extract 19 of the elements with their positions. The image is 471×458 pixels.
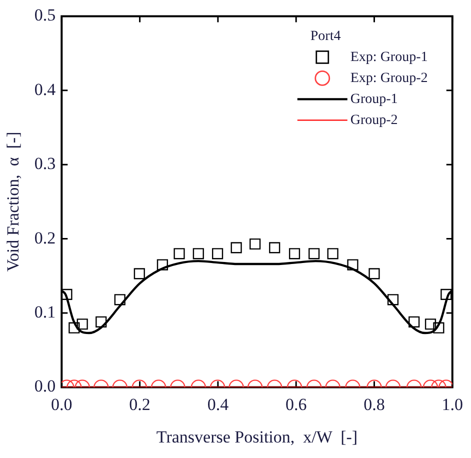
y-tick-label: 0.2 — [34, 228, 56, 248]
y-axis-title: Void Fraction, α [-] — [4, 132, 23, 272]
y-tick-label: 0.1 — [34, 302, 56, 322]
y-tick-label: 0.3 — [34, 154, 56, 174]
x-axis-title: Transverse Position, x/W [-] — [156, 427, 358, 446]
y-tick-label: 0.4 — [34, 80, 56, 99]
y-tick-label: 0.5 — [34, 6, 56, 25]
legend-label: Exp: Group-2 — [350, 70, 428, 86]
y-tick-label: 0.0 — [34, 376, 56, 396]
legend-label: Exp: Group-1 — [350, 50, 428, 65]
legend-title: Port4 — [310, 28, 341, 44]
x-tick-label: 0.2 — [129, 394, 150, 414]
x-tick-label: 0.6 — [285, 394, 307, 414]
x-tick-label: 0.4 — [207, 394, 230, 414]
x-tick-label: 0.0 — [51, 394, 72, 414]
x-tick-label: 1.0 — [442, 394, 463, 414]
legend-label: Group-2 — [350, 112, 398, 128]
legend-label: Group-1 — [350, 92, 398, 107]
x-tick-label: 0.8 — [364, 394, 385, 414]
